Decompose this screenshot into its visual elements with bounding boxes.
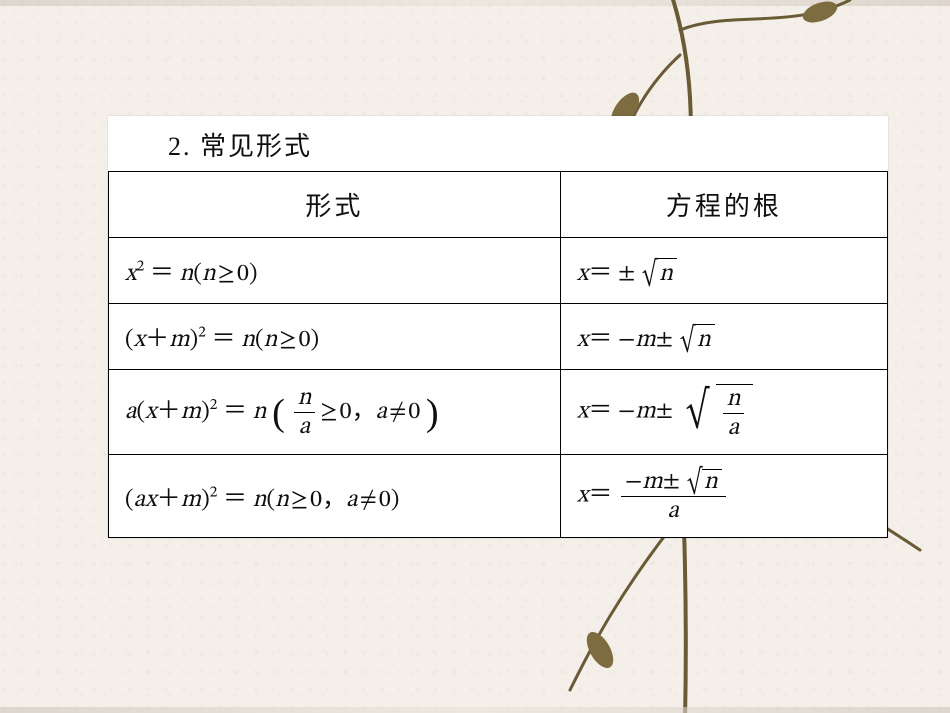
cell-form: x2 ＝ n(n≥0)	[109, 238, 561, 304]
header-root: 方程的根	[560, 172, 887, 238]
section-text: 常见形式	[200, 132, 312, 161]
section-title: 2. 常见形式	[108, 116, 888, 171]
table-header-row: 形式 方程的根	[109, 172, 888, 238]
section-number: 2.	[168, 132, 192, 161]
cell-root: x＝ ±√n	[560, 238, 887, 304]
cell-root: x＝ −m± √ n a	[560, 370, 887, 455]
page-canvas: 2. 常见形式 形式 方程的根 x2 ＝ n(n≥0)	[0, 0, 950, 713]
forms-table: 形式 方程的根 x2 ＝ n(n≥0) x＝ ±√n	[108, 171, 888, 538]
cell-form: (ax＋m)2 ＝ n(n≥0，a≠0)	[109, 455, 561, 538]
table-row: (x＋m)2 ＝ n(n≥0) x＝ −m±√n	[109, 304, 888, 370]
table-row: a(x＋m)2 ＝ n ( n a ≥0，a≠0 ) x＝ −m±	[109, 370, 888, 455]
cell-form: a(x＋m)2 ＝ n ( n a ≥0，a≠0 )	[109, 370, 561, 455]
cell-root: x＝ −m±√n a	[560, 455, 887, 538]
header-form: 形式	[109, 172, 561, 238]
table-row: x2 ＝ n(n≥0) x＝ ±√n	[109, 238, 888, 304]
cell-form: (x＋m)2 ＝ n(n≥0)	[109, 304, 561, 370]
content-slab: 2. 常见形式 形式 方程的根 x2 ＝ n(n≥0)	[108, 116, 888, 538]
table-row: (ax＋m)2 ＝ n(n≥0，a≠0) x＝ −m±√n a	[109, 455, 888, 538]
cell-root: x＝ −m±√n	[560, 304, 887, 370]
